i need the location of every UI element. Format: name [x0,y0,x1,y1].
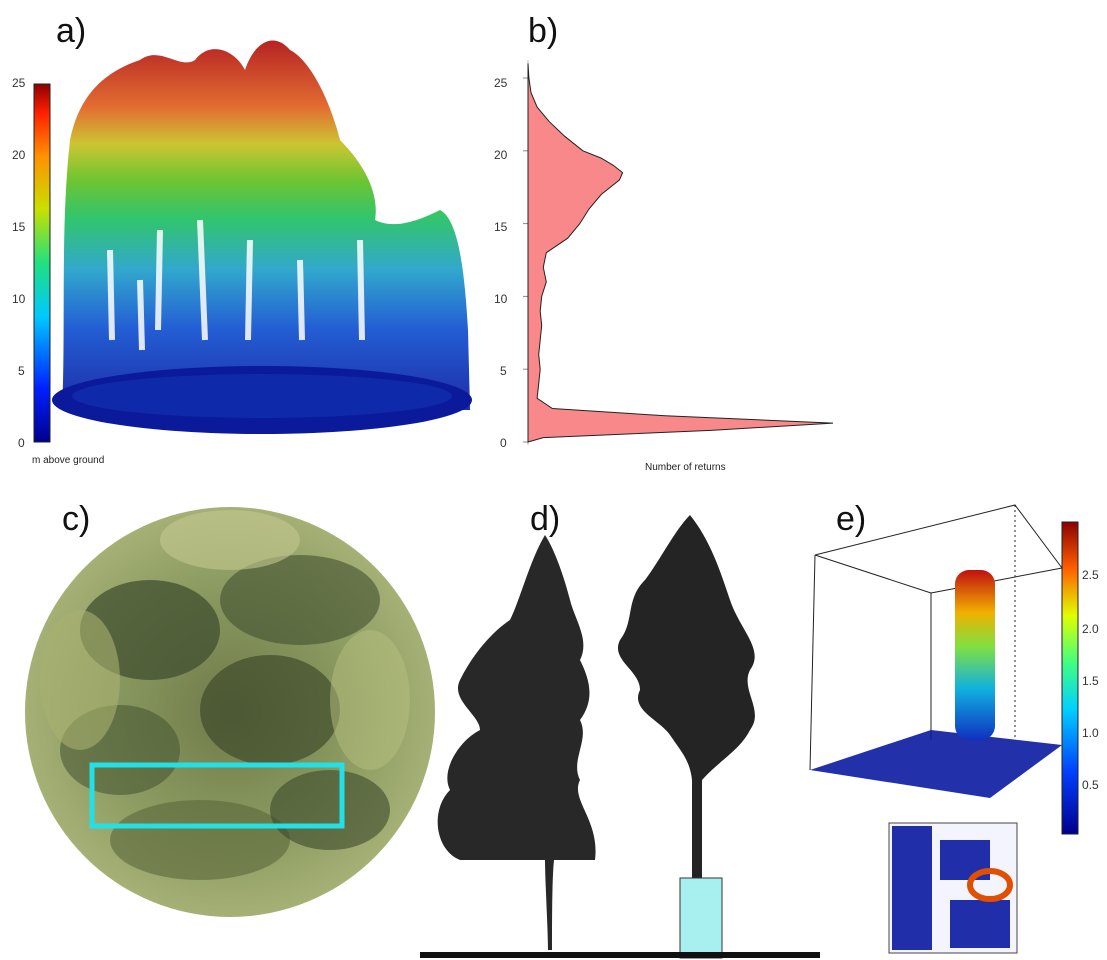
e-tick-1.0: 1.0 [1082,726,1099,740]
panel-e: e) [800,480,1107,960]
panel-b: b) 25 20 15 10 5 0 Number of returns [480,0,900,480]
colorbar-a-tick-25: 25 [12,76,26,90]
colorbar-e [1061,521,1079,835]
b-tick-10: 10 [494,292,508,306]
panel-a-label: a) [56,12,87,50]
colorbar-a-label: m above ground [32,455,105,466]
panel-d-label: d) [530,500,561,538]
panel-c-label: c) [62,500,91,538]
panel-c: c) [0,480,440,960]
colorbar-a-tick-0: 0 [18,436,25,450]
selection-rectangle [89,762,345,829]
panel-d-graphic [420,515,820,959]
panel-b-label: b) [528,12,559,50]
panel-c-graphic [25,507,435,917]
panel-d: d) [420,480,820,960]
forest-point-cloud [62,40,470,411]
b-tick-25: 25 [494,76,508,90]
panel-b-chart [523,60,834,445]
colorbar-a-tick-15: 15 [12,220,26,234]
e-tick-1.5: 1.5 [1082,674,1099,688]
b-tick-0: 0 [500,436,507,450]
panel-a: a) [0,0,480,480]
colorbar-a-tick-20: 20 [12,148,26,162]
panel-e-graphic [809,504,1079,954]
b-tick-15: 15 [494,220,508,234]
box-3d [809,504,1063,771]
colorbar-a [33,83,51,443]
ground-points-3d [810,730,1062,798]
colorbar-a-tick-5: 5 [18,364,25,378]
e-tick-0.5: 0.5 [1082,778,1099,792]
returns-density-area [527,63,834,443]
colorbar-a-tick-10: 10 [12,292,26,306]
b-tick-5: 5 [500,364,507,378]
stem-crosssection [967,868,1013,902]
tree-right-points [617,515,755,950]
b-xlabel: Number of returns [645,462,726,473]
stem-points-3d [955,570,995,740]
tree-left-points [437,535,596,950]
stem-slice-box [679,877,723,959]
e-tick-2.0: 2.0 [1082,622,1099,636]
b-tick-20: 20 [494,148,508,162]
ground-line-d [420,952,820,958]
panel-a-graphic [33,40,472,443]
panel-e-label: e) [836,500,867,538]
e-tick-2.5: 2.5 [1082,568,1099,582]
